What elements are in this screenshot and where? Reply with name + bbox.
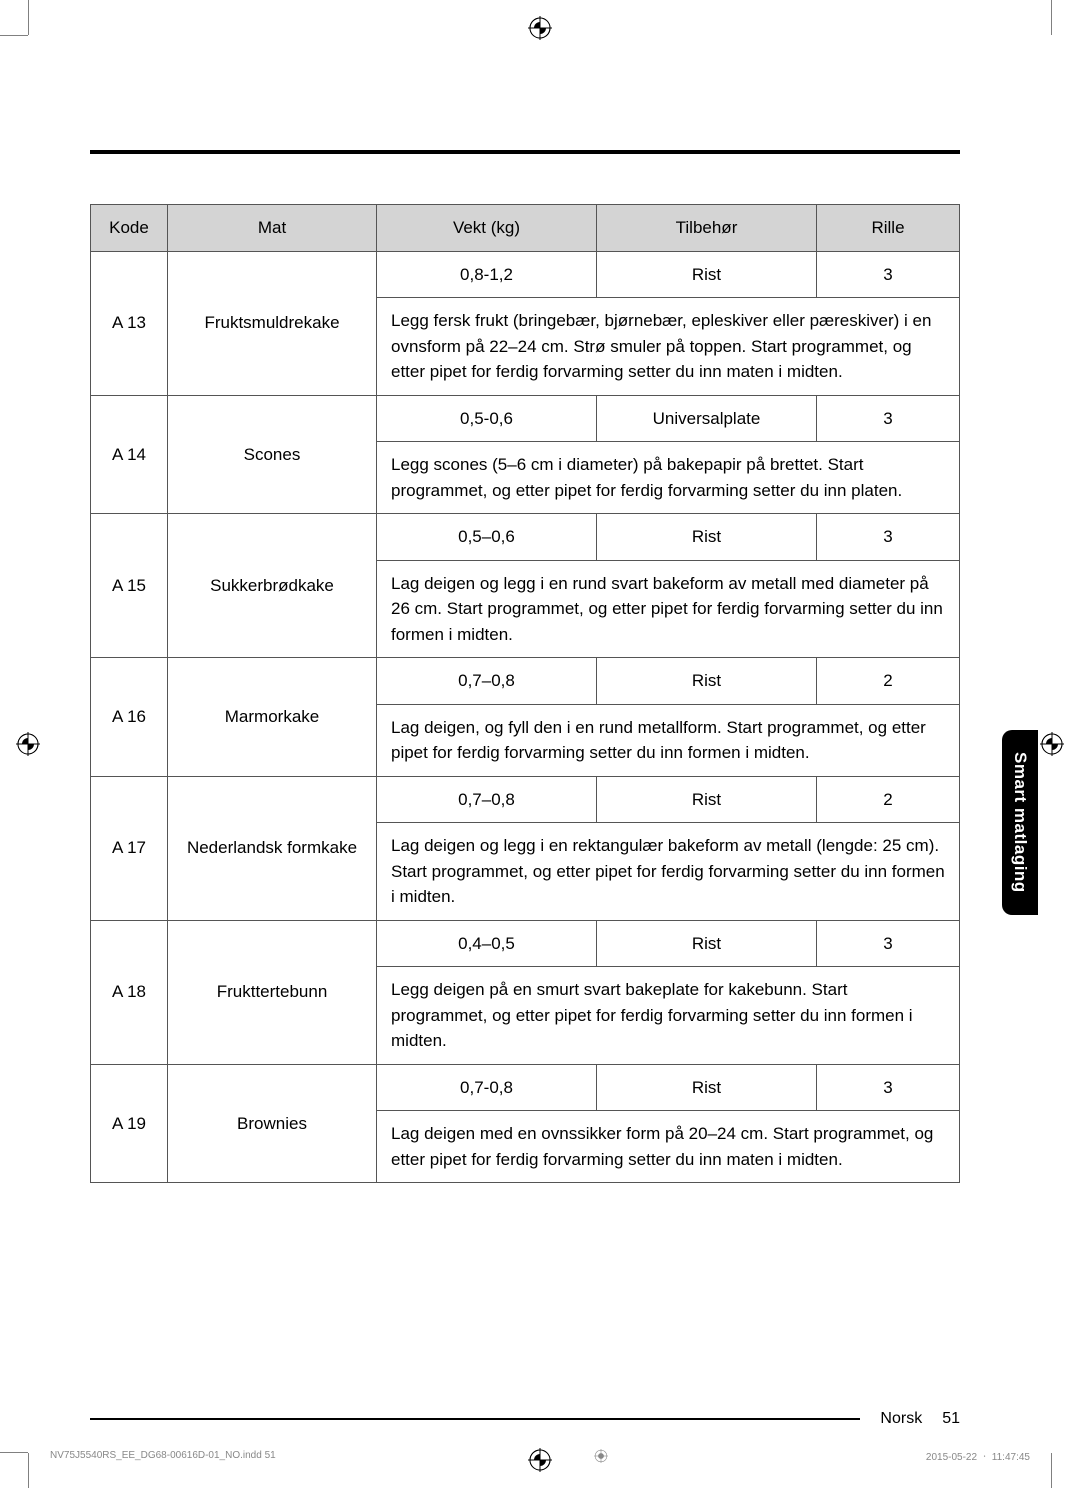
top-rule xyxy=(90,150,960,154)
cell-description: Lag deigen med en ovnssikker form på 20–… xyxy=(377,1111,960,1183)
cell-description: Legg fersk frukt (bringebær, bjørnebær, … xyxy=(377,298,960,396)
table-body: A 13Fruktsmuldrekake0,8-1,2Rist3Legg fer… xyxy=(91,251,960,1183)
footer-rule xyxy=(90,1418,860,1420)
cell-kode: A 14 xyxy=(91,395,168,514)
cell-tilbehor: Rist xyxy=(597,514,817,561)
cell-vekt: 0,5–0,6 xyxy=(377,514,597,561)
cell-kode: A 16 xyxy=(91,658,168,777)
footer-page-number: 51 xyxy=(942,1410,960,1428)
table-row: A 18Frukttertebunn0,4–0,5Rist3 xyxy=(91,920,960,967)
cell-tilbehor: Rist xyxy=(597,920,817,967)
crop-mark xyxy=(0,35,28,36)
table-row: A 13Fruktsmuldrekake0,8-1,2Rist3 xyxy=(91,251,960,298)
section-tab: Smart matlaging xyxy=(1002,730,1038,915)
crop-mark xyxy=(1051,1453,1052,1488)
cell-mat: Fruktsmuldrekake xyxy=(168,251,377,395)
cell-rille: 3 xyxy=(817,251,960,298)
header-vekt: Vekt (kg) xyxy=(377,205,597,252)
cell-tilbehor: Rist xyxy=(597,251,817,298)
crop-mark xyxy=(1051,0,1052,35)
header-mat: Mat xyxy=(168,205,377,252)
cooking-table: Kode Mat Vekt (kg) Tilbehør Rille A 13Fr… xyxy=(90,204,960,1183)
registration-mark-icon xyxy=(1040,732,1064,756)
cell-rille: 2 xyxy=(817,658,960,705)
table-header-row: Kode Mat Vekt (kg) Tilbehør Rille xyxy=(91,205,960,252)
crop-mark xyxy=(0,1452,28,1453)
cell-rille: 3 xyxy=(817,395,960,442)
cell-mat: Sukkerbrødkake xyxy=(168,514,377,658)
header-tilbehor: Tilbehør xyxy=(597,205,817,252)
cell-description: Legg deigen på en smurt svart bakeplate … xyxy=(377,967,960,1065)
cell-kode: A 18 xyxy=(91,920,168,1064)
table-row: A 15Sukkerbrødkake0,5–0,6Rist3 xyxy=(91,514,960,561)
registration-mark-icon xyxy=(528,16,552,40)
header-rille: Rille xyxy=(817,205,960,252)
table-row: A 16Marmorkake0,7–0,8Rist2 xyxy=(91,658,960,705)
cell-mat: Scones xyxy=(168,395,377,514)
header-kode: Kode xyxy=(91,205,168,252)
page-footer: Norsk 51 xyxy=(90,1410,960,1428)
footer-language: Norsk xyxy=(880,1410,922,1428)
cell-mat: Brownies xyxy=(168,1064,377,1183)
cell-tilbehor: Rist xyxy=(597,776,817,823)
cell-mat: Marmorkake xyxy=(168,658,377,777)
cell-rille: 3 xyxy=(817,514,960,561)
cell-description: Lag deigen, og fyll den i en rund metall… xyxy=(377,704,960,776)
cell-tilbehor: Rist xyxy=(597,1064,817,1111)
cell-vekt: 0,7–0,8 xyxy=(377,658,597,705)
table-row: A 14Scones0,5-0,6Universalplate3 xyxy=(91,395,960,442)
cell-rille: 3 xyxy=(817,920,960,967)
cell-kode: A 19 xyxy=(91,1064,168,1183)
cell-description: Lag deigen og legg i en rund svart bakef… xyxy=(377,560,960,658)
cell-vekt: 0,7-0,8 xyxy=(377,1064,597,1111)
cell-vekt: 0,5-0,6 xyxy=(377,395,597,442)
page-content: Kode Mat Vekt (kg) Tilbehør Rille A 13Fr… xyxy=(50,50,1030,1438)
registration-mark-icon xyxy=(594,1449,608,1463)
imprint-line: NV75J5540RS_EE_DG68-00616D-01_NO.indd 51… xyxy=(50,1448,1030,1463)
cell-kode: A 17 xyxy=(91,776,168,920)
table-row: A 17Nederlandsk formkake0,7–0,8Rist2 xyxy=(91,776,960,823)
cell-description: Lag deigen og legg i en rektangulær bake… xyxy=(377,823,960,921)
cell-kode: A 15 xyxy=(91,514,168,658)
cell-vekt: 0,4–0,5 xyxy=(377,920,597,967)
registration-mark-icon xyxy=(16,732,40,756)
cell-mat: Frukttertebunn xyxy=(168,920,377,1064)
table-row: A 19Brownies0,7-0,8Rist3 xyxy=(91,1064,960,1111)
cell-rille: 2 xyxy=(817,776,960,823)
cell-description: Legg scones (5–6 cm i diameter) på bakep… xyxy=(377,442,960,514)
imprint-filename: NV75J5540RS_EE_DG68-00616D-01_NO.indd 51 xyxy=(50,1450,276,1461)
cell-tilbehor: Rist xyxy=(597,658,817,705)
cell-kode: A 13 xyxy=(91,251,168,395)
cell-mat: Nederlandsk formkake xyxy=(168,776,377,920)
crop-mark xyxy=(28,1453,29,1488)
crop-mark xyxy=(28,0,29,35)
cell-vekt: 0,8-1,2 xyxy=(377,251,597,298)
cell-rille: 3 xyxy=(817,1064,960,1111)
cell-tilbehor: Universalplate xyxy=(597,395,817,442)
cell-vekt: 0,7–0,8 xyxy=(377,776,597,823)
imprint-timestamp: 2015-05-22 ㆍ 11:47:45 xyxy=(926,1448,1030,1463)
